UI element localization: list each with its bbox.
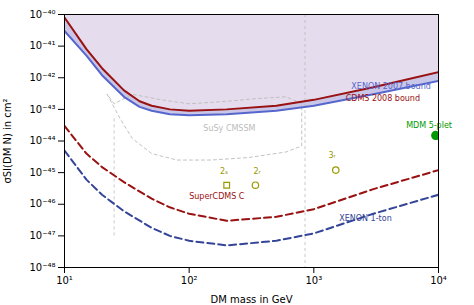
svg-text:10⁻⁴⁵: 10⁻⁴⁵ bbox=[29, 167, 55, 178]
svg-text:σSI(DM N) in cm²: σSI(DM N) in cm² bbox=[2, 98, 13, 183]
svg-text:XENON 2007 bound: XENON 2007 bound bbox=[351, 82, 430, 91]
svg-text:10²: 10² bbox=[181, 275, 198, 286]
svg-text:10⁻⁴⁰: 10⁻⁴⁰ bbox=[29, 9, 55, 20]
svg-text:2ᵣ: 2ᵣ bbox=[253, 167, 261, 176]
svg-text:SuperCDMS C: SuperCDMS C bbox=[189, 192, 245, 201]
svg-text:10⁻⁴²: 10⁻⁴² bbox=[29, 72, 55, 83]
svg-text:2ₛ: 2ₛ bbox=[220, 167, 228, 176]
svg-text:CDMS 2008 bound: CDMS 2008 bound bbox=[346, 94, 420, 103]
svg-text:10³: 10³ bbox=[305, 275, 322, 286]
svg-text:SuSy CMSSM: SuSy CMSSM bbox=[203, 124, 255, 133]
svg-text:DM mass in GeV: DM mass in GeV bbox=[210, 294, 292, 305]
svg-text:10⁻⁴⁷: 10⁻⁴⁷ bbox=[29, 230, 55, 241]
svg-text:3ᵣ: 3ᵣ bbox=[328, 151, 336, 160]
svg-text:XENON 1-ton: XENON 1-ton bbox=[339, 214, 391, 223]
svg-text:10⁻⁴⁴: 10⁻⁴⁴ bbox=[29, 135, 55, 146]
svg-text:MDM 5-plet: MDM 5-plet bbox=[406, 121, 452, 130]
svg-text:10⁻⁴¹: 10⁻⁴¹ bbox=[29, 40, 55, 51]
svg-text:10⁻⁴³: 10⁻⁴³ bbox=[29, 104, 55, 115]
svg-text:10⁻⁴⁶: 10⁻⁴⁶ bbox=[29, 198, 55, 209]
svg-text:10⁻⁴⁸: 10⁻⁴⁸ bbox=[29, 262, 55, 273]
svg-text:10¹: 10¹ bbox=[56, 275, 73, 286]
svg-text:10⁴: 10⁴ bbox=[430, 275, 447, 286]
